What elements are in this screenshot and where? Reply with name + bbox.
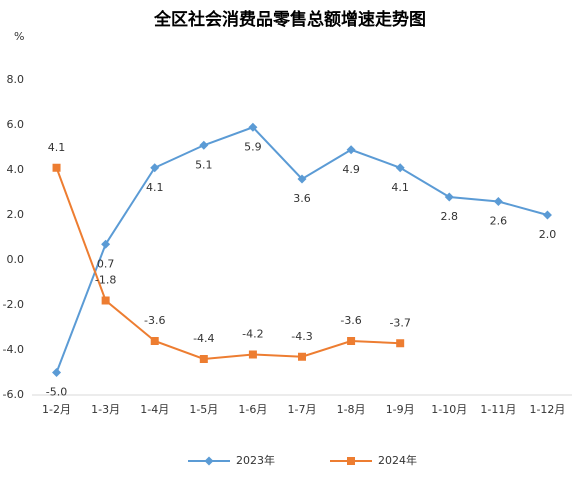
legend-label: 2024年 (378, 453, 417, 467)
data-label: -4.2 (242, 328, 263, 341)
x-tick-label: 1-7月 (288, 403, 317, 416)
data-label: 3.6 (293, 192, 311, 205)
data-label: 5.9 (244, 140, 262, 153)
x-tick-label: 1-10月 (431, 403, 467, 416)
point (346, 145, 356, 155)
x-tick-label: 1-12月 (529, 403, 565, 416)
point (444, 192, 454, 202)
series-line (55, 167, 401, 361)
legend-label: 2023年 (236, 453, 275, 467)
x-tick-label: 1-9月 (386, 403, 415, 416)
point (52, 163, 61, 172)
point (297, 174, 307, 184)
data-label: 5.1 (195, 158, 213, 171)
legend-marker (347, 457, 355, 465)
data-label: 2.8 (441, 210, 459, 223)
y-tick-label: 6.0 (7, 118, 25, 131)
data-label: 4.1 (48, 141, 66, 154)
point (542, 210, 552, 220)
x-tick-label: 1-11月 (480, 403, 516, 416)
data-label: 4.9 (342, 163, 360, 176)
legend-marker (204, 456, 214, 466)
point (298, 352, 306, 361)
y-tick-label: -2.0 (3, 298, 24, 311)
data-label: 4.1 (146, 181, 164, 194)
data-label: 0.7 (97, 257, 115, 270)
data-label: -5.0 (46, 386, 67, 399)
y-tick-label: -6.0 (3, 388, 24, 401)
y-tick-label: 2.0 (7, 208, 25, 221)
data-label: -3.6 (340, 314, 361, 327)
y-tick-label: -4.0 (3, 343, 24, 356)
point (493, 197, 503, 206)
point (248, 350, 257, 359)
point (396, 339, 405, 348)
data-label: -3.7 (389, 316, 410, 329)
data-label: -1.8 (95, 274, 116, 287)
data-label: 2.6 (490, 215, 508, 228)
data-label: -3.6 (144, 314, 165, 327)
point (395, 163, 405, 173)
y-tick-label: 4.0 (7, 163, 25, 176)
y-tick-label: 0.0 (7, 253, 25, 266)
x-tick-label: 1-2月 (42, 403, 71, 416)
point (150, 337, 159, 345)
point (150, 163, 160, 173)
point (52, 368, 62, 377)
point (248, 122, 258, 132)
x-tick-label: 1-5月 (189, 403, 218, 416)
data-label: -4.3 (291, 330, 312, 343)
point (101, 296, 110, 305)
x-tick-label: 1-4月 (140, 403, 169, 416)
point (101, 239, 111, 249)
y-axis-label: % (14, 30, 24, 43)
point (347, 337, 356, 345)
data-label: 2.0 (539, 228, 557, 241)
x-tick-label: 1-3月 (91, 403, 120, 416)
data-label: -4.4 (193, 332, 214, 345)
y-tick-label: 8.0 (7, 73, 25, 86)
data-label: 4.1 (391, 181, 409, 194)
point (199, 355, 208, 363)
chart-title: 全区社会消费品零售总额增速走势图 (153, 9, 426, 30)
x-tick-label: 1-8月 (337, 403, 366, 416)
point (199, 140, 209, 150)
x-tick-label: 1-6月 (238, 403, 267, 416)
